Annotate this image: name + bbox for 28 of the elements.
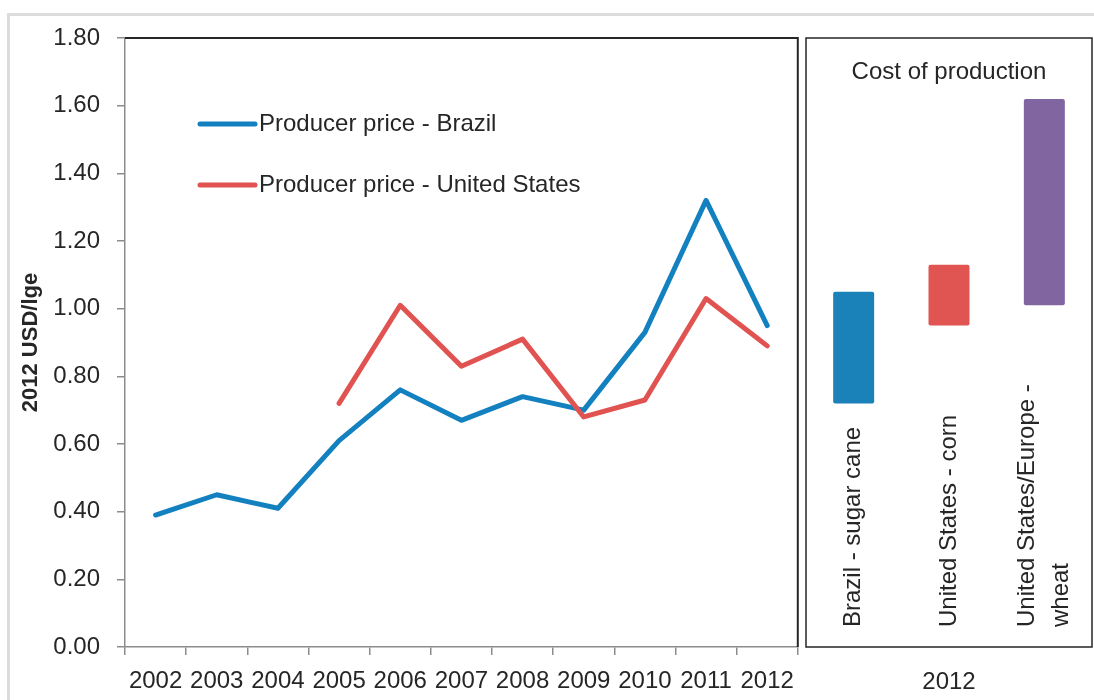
- x-tick-label: 2003: [190, 666, 244, 694]
- x-tick-label: 2009: [557, 666, 611, 694]
- x-tick-label: 2012: [740, 666, 794, 694]
- x-tick-label: 2006: [373, 666, 427, 694]
- y-tick-label: 0.20: [53, 563, 100, 591]
- y-tick-label: 0.40: [53, 496, 100, 524]
- x-tick-label: 2004: [251, 666, 305, 694]
- y-tick-label: 1.80: [53, 22, 100, 50]
- y-tick-label: 0.60: [53, 428, 100, 456]
- x-tick-label: 2011: [680, 666, 732, 694]
- x-tick-label: United States/Europe - wheat: [1011, 384, 1074, 628]
- x-tick-label: 2002: [128, 666, 183, 694]
- legend-label: Producer price - Brazil: [259, 108, 497, 136]
- x-tick-label: Brazil - sugar cane: [838, 426, 866, 627]
- x-tick-label: 2005: [312, 666, 366, 694]
- y-tick-label: 1.60: [53, 90, 100, 118]
- x-tick-label: 2010: [618, 666, 672, 694]
- y-axis-title: 2012 USD/lge: [17, 272, 43, 413]
- x-tick-label: 2007: [434, 666, 489, 694]
- legend-label: Producer price - United States: [259, 169, 581, 197]
- x-tick-label: 2008: [495, 666, 550, 694]
- y-tick-label: 0.80: [53, 360, 100, 388]
- y-tick-label: 1.20: [53, 225, 100, 253]
- y-tick-label: 1.40: [53, 157, 100, 185]
- y-tick-label: 1.00: [53, 293, 100, 321]
- x-tick-label: United States - corn: [933, 414, 961, 627]
- y-tick-label: 0.00: [53, 631, 100, 659]
- text: Cost of production: [851, 56, 1047, 84]
